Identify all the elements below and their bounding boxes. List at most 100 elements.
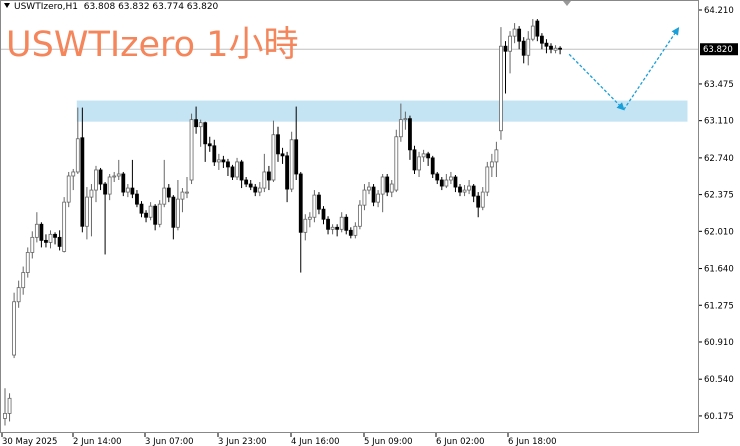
candle[interactable] — [517, 26, 522, 50]
candle[interactable] — [348, 227, 353, 239]
candle[interactable] — [121, 171, 126, 197]
candle[interactable] — [30, 231, 35, 259]
candle[interactable] — [430, 155, 435, 179]
candle[interactable] — [357, 200, 362, 230]
candle[interactable] — [162, 159, 167, 208]
candle[interactable] — [25, 247, 30, 278]
candle[interactable] — [408, 115, 412, 160]
resistance-zone[interactable] — [76, 100, 688, 122]
candle[interactable] — [34, 212, 39, 243]
candle[interactable] — [80, 107, 85, 233]
candle[interactable] — [194, 106, 199, 134]
candle[interactable] — [148, 202, 153, 221]
candle[interactable] — [385, 173, 390, 197]
candle[interactable] — [467, 180, 472, 195]
candle[interactable] — [244, 176, 249, 188]
candle[interactable] — [257, 182, 262, 197]
candle[interactable] — [239, 159, 244, 189]
candle[interactable] — [530, 19, 535, 42]
candle[interactable] — [262, 153, 267, 193]
candle[interactable] — [362, 184, 367, 211]
candle[interactable] — [235, 157, 239, 181]
candle[interactable] — [157, 200, 162, 228]
candle[interactable] — [248, 180, 253, 191]
candle[interactable] — [317, 192, 321, 215]
candle[interactable] — [499, 27, 503, 140]
candle[interactable] — [508, 31, 512, 74]
candle[interactable] — [412, 145, 417, 174]
candle[interactable] — [485, 161, 490, 197]
candle[interactable] — [171, 195, 176, 240]
candle[interactable] — [417, 151, 421, 177]
candle[interactable] — [526, 31, 531, 66]
candle[interactable] — [57, 230, 62, 251]
candle[interactable] — [216, 153, 221, 170]
candle[interactable] — [462, 185, 467, 197]
candle[interactable] — [135, 190, 139, 208]
candle[interactable] — [89, 184, 94, 237]
candle[interactable] — [139, 201, 144, 218]
candle[interactable] — [458, 184, 462, 197]
candle[interactable] — [339, 212, 344, 233]
candle[interactable] — [203, 121, 208, 162]
candle[interactable] — [71, 168, 76, 191]
candle[interactable] — [398, 103, 403, 142]
candle[interactable] — [285, 151, 290, 203]
candle[interactable] — [476, 192, 481, 218]
chart-shift-marker-icon[interactable] — [563, 1, 571, 6]
candle[interactable] — [371, 184, 376, 207]
candle[interactable] — [230, 164, 235, 181]
candle[interactable] — [189, 113, 194, 185]
candle[interactable] — [335, 224, 340, 237]
candle[interactable] — [16, 280, 21, 308]
candle[interactable] — [112, 171, 117, 183]
candle[interactable] — [503, 41, 508, 94]
candle[interactable] — [75, 107, 80, 174]
candle[interactable] — [558, 46, 562, 55]
candle[interactable] — [253, 184, 258, 197]
dropdown-triangle-icon[interactable] — [4, 3, 10, 8]
candle[interactable] — [116, 159, 121, 181]
projection-arrow-segment[interactable] — [568, 53, 625, 111]
candle[interactable] — [39, 222, 44, 248]
candle[interactable] — [435, 171, 440, 185]
candle[interactable] — [448, 171, 453, 185]
candle[interactable] — [312, 190, 317, 223]
candle[interactable] — [3, 388, 7, 426]
candle[interactable] — [12, 292, 17, 359]
candle[interactable] — [271, 120, 276, 183]
candle[interactable] — [212, 139, 217, 166]
candle[interactable] — [298, 171, 303, 273]
candle[interactable] — [344, 214, 349, 235]
candle[interactable] — [198, 119, 203, 147]
candle[interactable] — [276, 126, 280, 162]
candle[interactable] — [421, 149, 426, 162]
candle[interactable] — [480, 187, 485, 211]
candle[interactable] — [144, 210, 148, 223]
candle[interactable] — [85, 187, 89, 240]
candle[interactable] — [376, 190, 381, 208]
candle[interactable] — [549, 43, 553, 54]
candle[interactable] — [512, 23, 517, 44]
candle[interactable] — [294, 106, 299, 181]
candle[interactable] — [326, 216, 330, 235]
candle[interactable] — [289, 131, 294, 193]
candle[interactable] — [48, 230, 53, 249]
candle[interactable] — [453, 174, 458, 193]
candle[interactable] — [307, 212, 312, 228]
candle[interactable] — [489, 153, 494, 177]
candle[interactable] — [107, 173, 112, 201]
candle[interactable] — [175, 180, 180, 231]
candle[interactable] — [303, 214, 308, 241]
candle[interactable] — [103, 182, 107, 255]
candle[interactable] — [439, 176, 444, 191]
candle[interactable] — [330, 224, 335, 235]
candle[interactable] — [130, 159, 135, 199]
candle[interactable] — [403, 111, 408, 130]
candle[interactable] — [494, 141, 499, 177]
candle[interactable] — [98, 167, 103, 191]
candle[interactable] — [544, 39, 549, 54]
candle[interactable] — [226, 158, 230, 176]
candle[interactable] — [540, 33, 544, 50]
